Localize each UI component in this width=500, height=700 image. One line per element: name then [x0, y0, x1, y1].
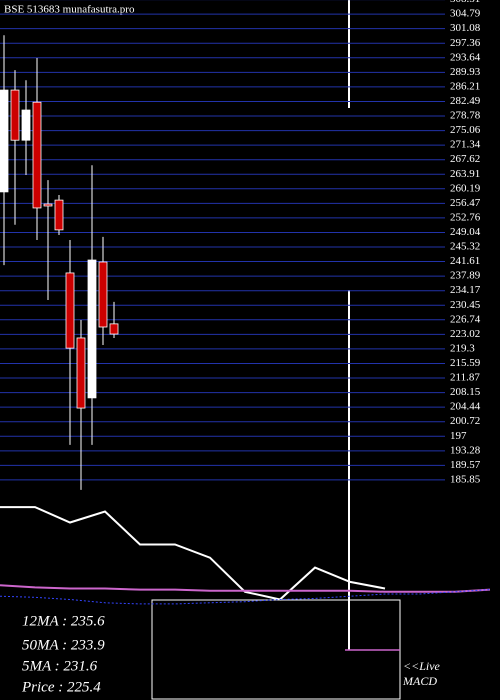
y-tick-label: 282.49 [450, 95, 481, 107]
y-tick-label: 297.36 [450, 37, 481, 49]
y-tick-label: 230.45 [450, 299, 481, 311]
y-tick-label: 234.17 [450, 284, 481, 296]
candle-body [21, 109, 31, 141]
y-tick-label: 219.3 [450, 342, 475, 354]
y-tick-label: 278.78 [450, 110, 481, 122]
y-tick-label: 223.02 [450, 328, 480, 340]
candle-body [65, 272, 75, 349]
indicator-line [0, 584, 491, 593]
y-tick-label: 245.32 [450, 241, 480, 253]
ma-label: 12MA : 235.6 [22, 613, 105, 629]
live-label: <<Live [403, 659, 441, 673]
candle-body [76, 337, 86, 409]
y-tick-label: 215.59 [450, 357, 481, 369]
y-tick-label: 289.93 [450, 66, 481, 78]
y-tick-label: 271.34 [450, 139, 481, 151]
y-tick-label: 237.89 [450, 270, 481, 282]
live-label: MACD [402, 674, 437, 688]
indicator-line [0, 589, 491, 605]
ma-label: 50MA : 233.9 [22, 637, 105, 653]
y-tick-label: 293.64 [450, 51, 481, 63]
y-tick-label: 286.21 [450, 80, 480, 92]
y-tick-label: 249.04 [450, 226, 481, 238]
y-tick-label: 193.28 [450, 444, 481, 456]
y-tick-label: 308.51 [450, 0, 480, 5]
y-tick-label: 241.61 [450, 255, 480, 267]
candle-body [32, 101, 42, 209]
candle-body [54, 199, 64, 231]
y-tick-label: 204.44 [450, 401, 481, 413]
y-tick-label: 252.76 [450, 211, 481, 223]
candle-body [87, 259, 97, 399]
y-tick-label: 301.08 [450, 22, 481, 34]
y-tick-label: 275.06 [450, 124, 481, 136]
y-tick-label: 226.74 [450, 313, 481, 325]
y-tick-label: 260.19 [450, 182, 481, 194]
candle-body [109, 323, 119, 335]
y-tick-label: 211.87 [450, 372, 480, 384]
y-tick-label: 189.57 [450, 459, 481, 471]
price-label: Price : 225.4 [21, 679, 101, 695]
indicator-line [0, 506, 386, 601]
y-tick-label: 200.72 [450, 415, 480, 427]
y-tick-label: 263.91 [450, 168, 480, 180]
candle-body [43, 203, 53, 207]
candle-body [98, 261, 108, 328]
y-tick-label: 256.47 [450, 197, 481, 209]
candle-body [10, 89, 20, 141]
y-tick-label: 185.85 [450, 473, 481, 485]
y-tick-label: 304.79 [450, 8, 481, 20]
chart-title: BSE 513683 munafasutra.pro [4, 4, 135, 16]
y-tick-label: 267.62 [450, 153, 480, 165]
y-tick-label: 208.15 [450, 386, 481, 398]
y-tick-label: 197 [450, 430, 467, 442]
ma-label: 5MA : 231.6 [22, 658, 98, 674]
candle-body [0, 89, 9, 193]
